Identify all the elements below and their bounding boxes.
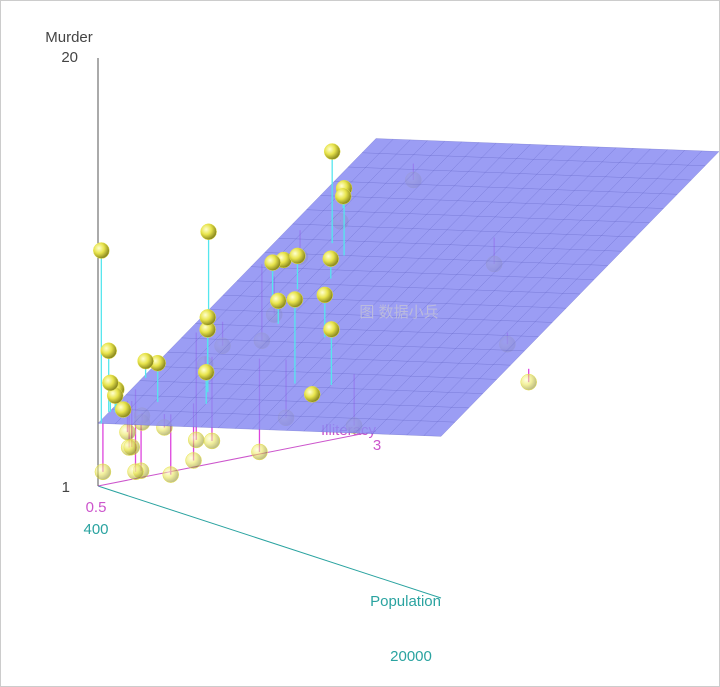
x-axis-label: Population xyxy=(370,593,441,610)
point xyxy=(251,443,268,461)
point xyxy=(303,386,321,403)
plane-mesh xyxy=(372,148,651,434)
plane-mesh xyxy=(264,252,608,266)
x-tick-label: 400 xyxy=(83,521,108,538)
plane-mesh xyxy=(355,148,634,434)
point xyxy=(322,250,340,267)
point xyxy=(197,364,215,381)
point xyxy=(162,466,179,483)
point xyxy=(100,342,117,360)
point xyxy=(94,463,112,481)
point xyxy=(520,373,537,391)
plane-mesh xyxy=(423,150,703,436)
plane-mesh xyxy=(320,195,664,209)
y-tick-label: 3 xyxy=(373,437,381,454)
plane-mesh xyxy=(362,152,706,167)
point xyxy=(286,291,304,308)
point xyxy=(269,292,287,310)
point xyxy=(188,431,205,449)
y-tick-label: 0.5 xyxy=(86,499,107,516)
points xyxy=(93,143,353,424)
point xyxy=(119,423,136,441)
plane-mesh xyxy=(320,146,600,432)
plane-mesh xyxy=(250,266,594,280)
plane-mesh xyxy=(292,223,636,238)
point xyxy=(323,143,341,160)
point xyxy=(316,286,334,304)
point xyxy=(264,254,281,271)
x-axis xyxy=(97,485,442,599)
point xyxy=(200,223,217,241)
point xyxy=(199,309,217,326)
point xyxy=(120,439,138,456)
x-tick-label: 20000 xyxy=(390,648,432,665)
point xyxy=(137,352,154,370)
point xyxy=(323,321,340,338)
point xyxy=(114,401,132,418)
plane-mesh xyxy=(348,166,692,181)
z-axis-label: Murder xyxy=(45,29,93,46)
z-tick-label: 20 xyxy=(61,49,78,66)
plane-mesh xyxy=(337,147,617,433)
point xyxy=(334,187,352,205)
plane-mesh xyxy=(278,237,622,252)
point xyxy=(289,247,306,265)
plane-mesh xyxy=(306,209,650,224)
plane-mesh xyxy=(389,149,668,435)
plane: 图 数据小兵 xyxy=(97,138,719,437)
point xyxy=(102,374,119,392)
point xyxy=(203,432,221,450)
plane-mesh xyxy=(375,138,719,152)
point xyxy=(185,452,202,469)
point xyxy=(93,242,110,259)
plane-mesh xyxy=(440,151,719,437)
point xyxy=(127,463,144,480)
plane-mesh xyxy=(406,150,685,436)
plane-mesh xyxy=(236,280,581,295)
watermark: 图 数据小兵 xyxy=(359,304,438,321)
plane-mesh xyxy=(334,181,678,195)
plane-mesh xyxy=(286,145,565,431)
z-tick-label: 1 xyxy=(62,479,70,496)
plane-mesh xyxy=(303,146,582,432)
